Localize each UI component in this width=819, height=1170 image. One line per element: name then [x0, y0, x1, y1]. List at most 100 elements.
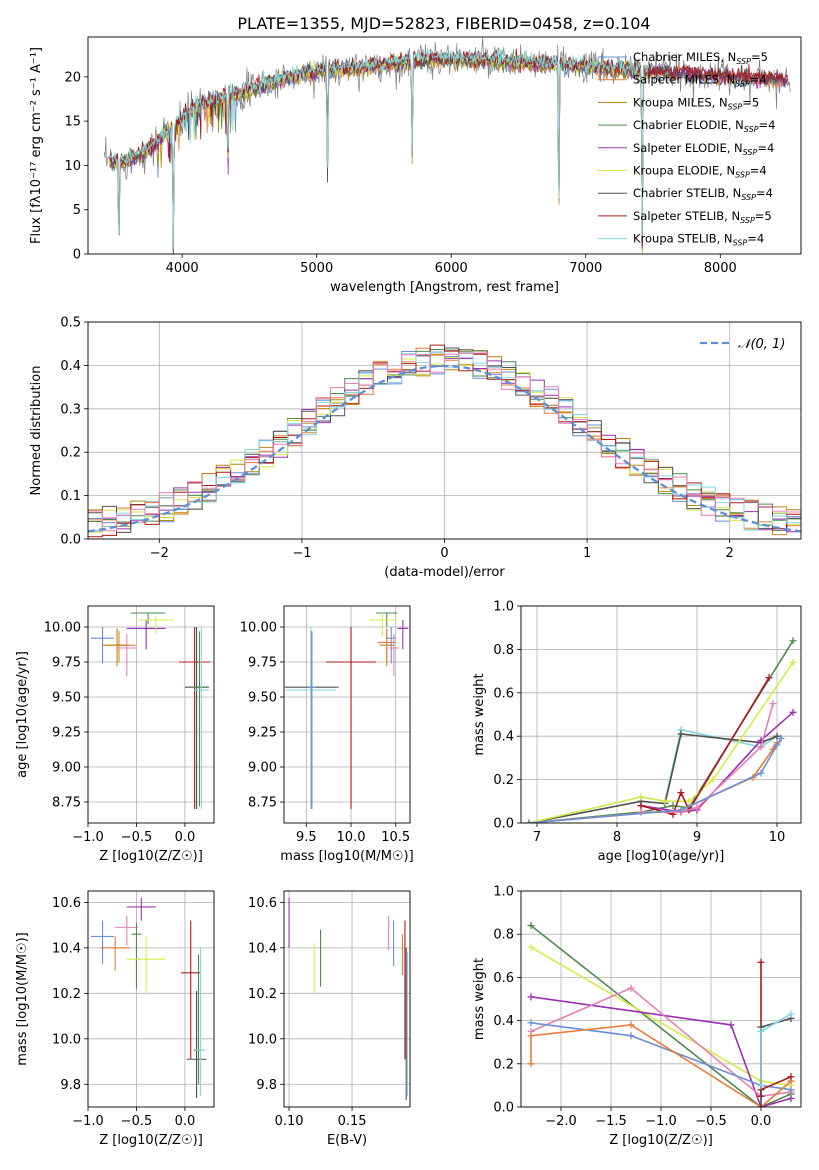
weight-marker	[677, 789, 685, 797]
spectrum-legend: Chabrier MILES, NSSP=5 Salpeter MILES, NS…	[598, 50, 775, 248]
legend-label: Chabrier STELIB, NSSP=4	[633, 186, 773, 202]
x-tick-label: 8000	[704, 261, 737, 276]
weight-marker	[527, 943, 535, 951]
y-tick-label: 0.0	[493, 1101, 514, 1116]
weight-marker	[757, 743, 765, 751]
y-tick-label: 0.4	[493, 730, 514, 745]
y-tick-label: 0	[73, 248, 81, 263]
weight-marker	[777, 734, 785, 742]
weight-line	[640, 677, 770, 816]
weight-line	[528, 661, 794, 823]
y-tick-label: 9.8	[60, 1078, 81, 1093]
x-tick-label: −1.5	[595, 1114, 627, 1129]
x-axis-label: wavelength [Angstrom, rest frame]	[330, 280, 559, 295]
x-tick-label: 0	[440, 546, 448, 561]
y-tick-label: 10.6	[248, 896, 277, 911]
axes-frame	[283, 605, 411, 824]
x-tick-label: 10	[769, 830, 786, 845]
axes-frame	[87, 36, 802, 255]
x-tick-label: 7000	[569, 261, 602, 276]
y-tick-label: 0.2	[493, 1057, 514, 1072]
normal-curve	[88, 364, 801, 533]
weight-marker	[669, 802, 677, 810]
mass_vs_EBV-panel: 0.10 0.15 9.8 10.0 10.2 10.4 10.6 E(B-V)	[248, 890, 411, 1148]
y-tick-label: 0.2	[493, 773, 514, 788]
weight-marker	[627, 1021, 635, 1029]
massweight_vs_age-panel: 7 8 9 10 0.0 0.2 0.4 0.6 0.8 1.0 age [log10(age/yr…	[472, 600, 802, 864]
y-tick-label: 0.4	[60, 359, 81, 374]
x-axis-label: Z [log10(Z/Z☉)]	[99, 849, 203, 864]
massweight_vs_Z-panel: −2.0 −1.5 −1.0 −0.5 0.0 0.0 0.2 0.4 0.6 0.8 1.0 Z […	[472, 885, 802, 1148]
weight-line	[528, 640, 794, 823]
x-axis-label: (data-model)/error	[384, 565, 505, 580]
weight-marker	[527, 1060, 535, 1068]
axes-mass_vs_EBV: 0.10 0.15 9.8 10.0 10.2 10.4 10.6	[248, 891, 410, 1129]
y-tick-label: 10.0	[52, 1032, 81, 1047]
spectrum-model-line	[109, 51, 650, 252]
y-tick-label: 10.4	[52, 941, 81, 956]
weight-marker	[709, 776, 717, 784]
axes-frame	[520, 890, 802, 1108]
y-tick-label: 8.75	[52, 796, 81, 811]
y-tick-label: 0.8	[493, 643, 514, 658]
weight-marker	[527, 922, 535, 930]
x-tick-label: −1.0	[645, 1114, 677, 1129]
x-tick-label: 9.5	[296, 830, 317, 845]
axes-age_vs_Z: −1.0 −0.5 0.0 8.75 9.00 9.25 9.50 9.75 10.00	[44, 606, 214, 845]
weight-marker	[757, 958, 765, 966]
y-tick-label: 1.0	[493, 600, 514, 615]
x-tick-label: −2	[150, 546, 169, 561]
y-tick-label: 9.50	[52, 691, 81, 706]
weight-marker	[787, 1094, 795, 1102]
legend-label: Kroupa STELIB, NSSP=4	[633, 232, 764, 248]
weight-marker	[627, 1032, 635, 1040]
x-tick-label: 6000	[435, 261, 468, 276]
residuals-panel: −2 −1 0 1 2 0.0 0.1 0.2 0.3 0.4 0.5 (data-model)/er…	[29, 316, 802, 580]
axes-age_vs_mass: 9.5 10.0 10.5 8.75 9.00 9.25 9.50 9.75 10.00	[240, 606, 410, 845]
y-tick-label: 0.4	[493, 1014, 514, 1029]
spectrum-model-line	[109, 51, 650, 254]
x-tick-label: 4000	[166, 261, 199, 276]
x-tick-label: −1	[292, 546, 311, 561]
weight-marker	[527, 1019, 535, 1027]
y-tick-label: 0.6	[493, 971, 514, 986]
weight-marker	[789, 658, 797, 666]
y-tick-label: 10.4	[248, 941, 277, 956]
y-tick-label: 9.25	[248, 726, 277, 741]
weight-marker	[757, 1027, 765, 1035]
y-tick-label: 8.75	[248, 796, 277, 811]
weight-marker	[627, 984, 635, 992]
x-tick-label: 9	[693, 830, 701, 845]
x-axis-label: age [log10(age/yr)]	[598, 849, 725, 864]
y-tick-label: 0.2	[60, 446, 81, 461]
y-axis-label: mass weight	[472, 958, 487, 1040]
x-tick-label: 5000	[300, 261, 333, 276]
legend-label: Chabrier ELODIE, NSSP=4	[633, 118, 775, 134]
weight-marker	[757, 1103, 765, 1107]
weight-marker	[525, 819, 533, 823]
legend-label: Salpeter ELODIE, NSSP=4	[633, 141, 774, 157]
y-tick-label: 10.00	[240, 621, 277, 636]
weight-marker	[637, 802, 645, 810]
y-tick-label: 10.2	[52, 987, 81, 1002]
y-tick-label: 0.5	[60, 316, 81, 331]
x-tick-label: 0.0	[175, 830, 196, 845]
legend-label: Chabrier MILES, NSSP=5	[633, 50, 768, 66]
x-tick-label: 1	[583, 546, 591, 561]
legend-label: Salpeter MILES, NSSP=4	[633, 73, 767, 89]
y-axis-label: mass weight	[472, 673, 487, 755]
y-tick-label: 9.75	[52, 656, 81, 671]
legend-label: Kroupa ELODIE, NSSP=4	[633, 164, 767, 180]
x-axis-label: Z [log10(Z/Z☉)]	[99, 1133, 203, 1148]
age_vs_Z-panel: −1.0 −0.5 0.0 8.75 9.00 9.25 9.50 9.75 10.00 Z [l…	[15, 605, 215, 864]
weight-marker	[527, 993, 535, 1001]
weight-line	[528, 733, 778, 823]
weight-marker	[789, 708, 797, 716]
x-tick-label: −0.5	[695, 1114, 727, 1129]
y-axis-label: Normed distribution	[29, 366, 44, 496]
weight-marker	[789, 637, 797, 645]
weight-marker	[637, 808, 645, 816]
x-axis-label: E(B-V)	[327, 1133, 367, 1148]
